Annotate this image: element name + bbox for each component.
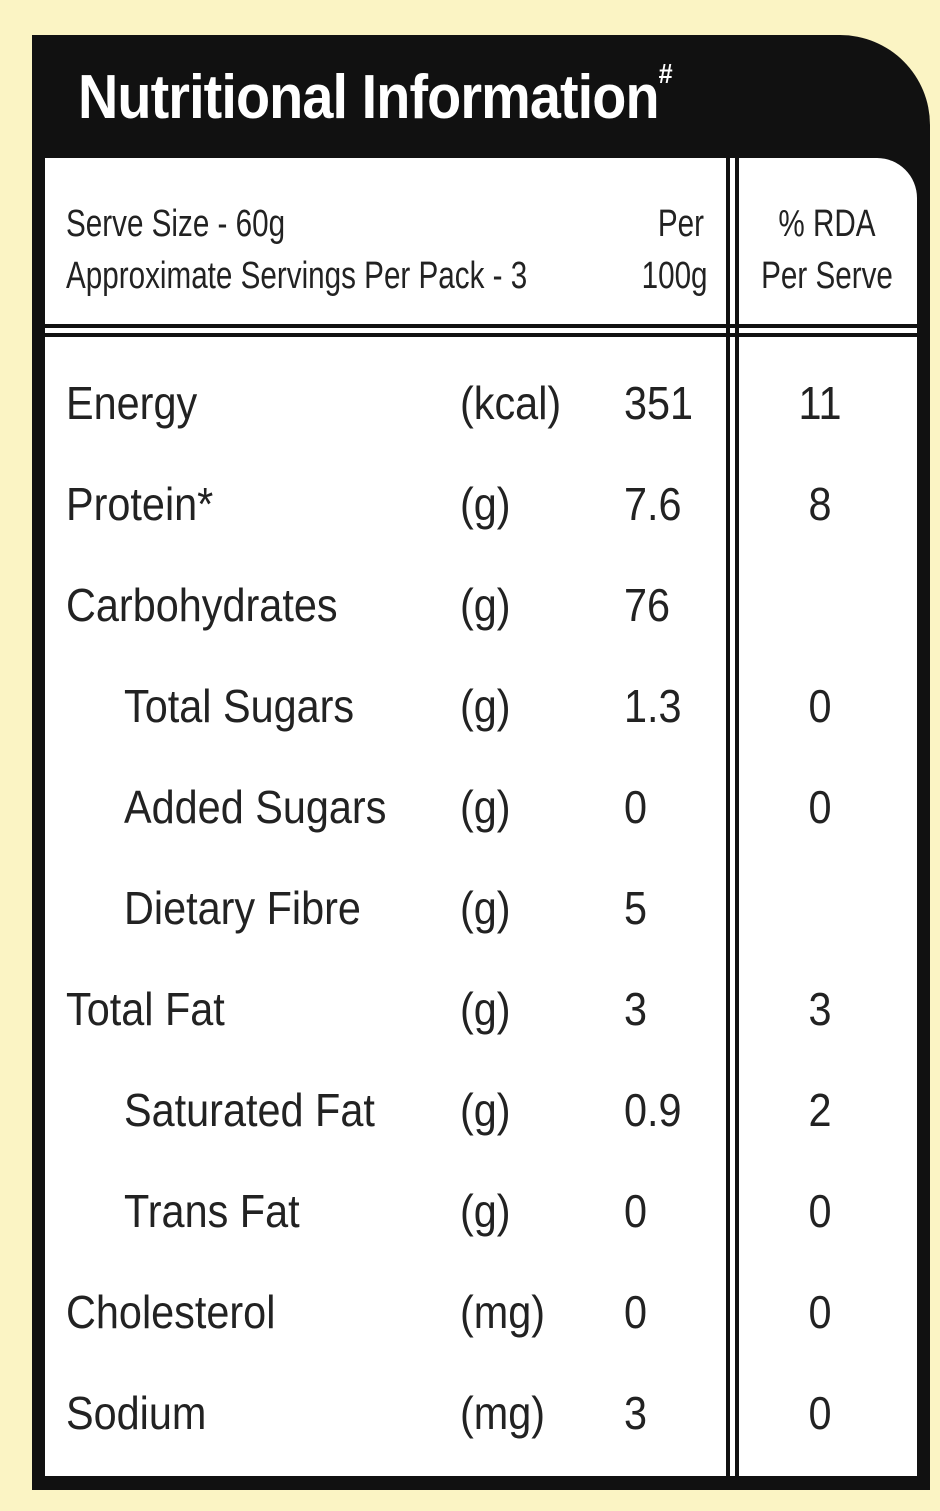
nutrient-unit: (g): [460, 882, 511, 934]
nutrient-unit: (g): [460, 478, 511, 530]
column-header: 100g: [641, 255, 708, 297]
nutrient-unit: (g): [460, 781, 511, 833]
rda-value: 11: [798, 377, 842, 429]
nutrient-name: Trans Fat: [124, 1185, 300, 1237]
per-100g-value: 76: [624, 579, 671, 631]
per-100g-value: 351: [624, 377, 694, 429]
title-text: Nutritional Information: [78, 63, 660, 132]
nutrient-name: Saturated Fat: [124, 1084, 375, 1136]
nutrient-name: Dietary Fibre: [124, 882, 361, 934]
nutrient-unit: (g): [460, 579, 511, 631]
nutrient-unit: (g): [460, 1084, 511, 1136]
nutrient-name: Carbohydrates: [66, 579, 338, 631]
nutrient-unit: (g): [460, 1185, 511, 1237]
per-100g-value: 1.3: [624, 680, 682, 732]
per-100g-value: 5: [624, 882, 648, 934]
divider: [45, 324, 917, 328]
per-100g-value: 0.9: [624, 1084, 682, 1136]
nutrient-name: Sodium: [66, 1387, 207, 1439]
per-100g-value: 0: [624, 1185, 648, 1237]
nutrient-unit: (mg): [460, 1286, 546, 1338]
rda-value: 8: [808, 478, 832, 530]
per-100g-value: 7.6: [624, 478, 682, 530]
nutrient-name: Protein*: [66, 478, 214, 530]
per-100g-value: 0: [624, 1286, 648, 1338]
rda-value: 0: [808, 1185, 832, 1237]
label-panel: [45, 158, 917, 1476]
nutrient-unit: (g): [460, 983, 511, 1035]
nutrient-unit: (g): [460, 680, 511, 732]
column-header: % RDA: [778, 203, 876, 245]
servings: Approximate Servings Per Pack - 3: [66, 255, 528, 297]
nutrient-name: Energy: [66, 377, 198, 429]
per-100g-value: 0: [624, 781, 648, 833]
per-100g-value: 3: [624, 1387, 648, 1439]
column-header: Per: [657, 203, 704, 245]
title: Nutritional Information#: [78, 58, 673, 133]
nutrient-name: Total Sugars: [124, 680, 355, 732]
nutrient-unit: (kcal): [460, 377, 562, 429]
rda-value: 3: [808, 983, 832, 1035]
serve-size: Serve Size - 60g: [66, 203, 286, 245]
column-header: Per Serve: [761, 255, 893, 297]
divider: [735, 158, 739, 1476]
rda-value: 0: [808, 781, 832, 833]
nutrient-name: Total Fat: [66, 983, 225, 1035]
divider: [726, 158, 730, 1476]
rda-value: 2: [808, 1084, 832, 1136]
nutrient-name: Added Sugars: [124, 781, 387, 833]
nutrient-name: Cholesterol: [66, 1286, 276, 1338]
nutrient-unit: (mg): [460, 1387, 546, 1439]
title-mark: #: [658, 58, 673, 89]
rda-value: 0: [808, 1286, 832, 1338]
rda-value: 0: [808, 680, 832, 732]
divider: [45, 333, 917, 337]
per-100g-value: 3: [624, 983, 648, 1035]
rda-value: 0: [808, 1387, 832, 1439]
